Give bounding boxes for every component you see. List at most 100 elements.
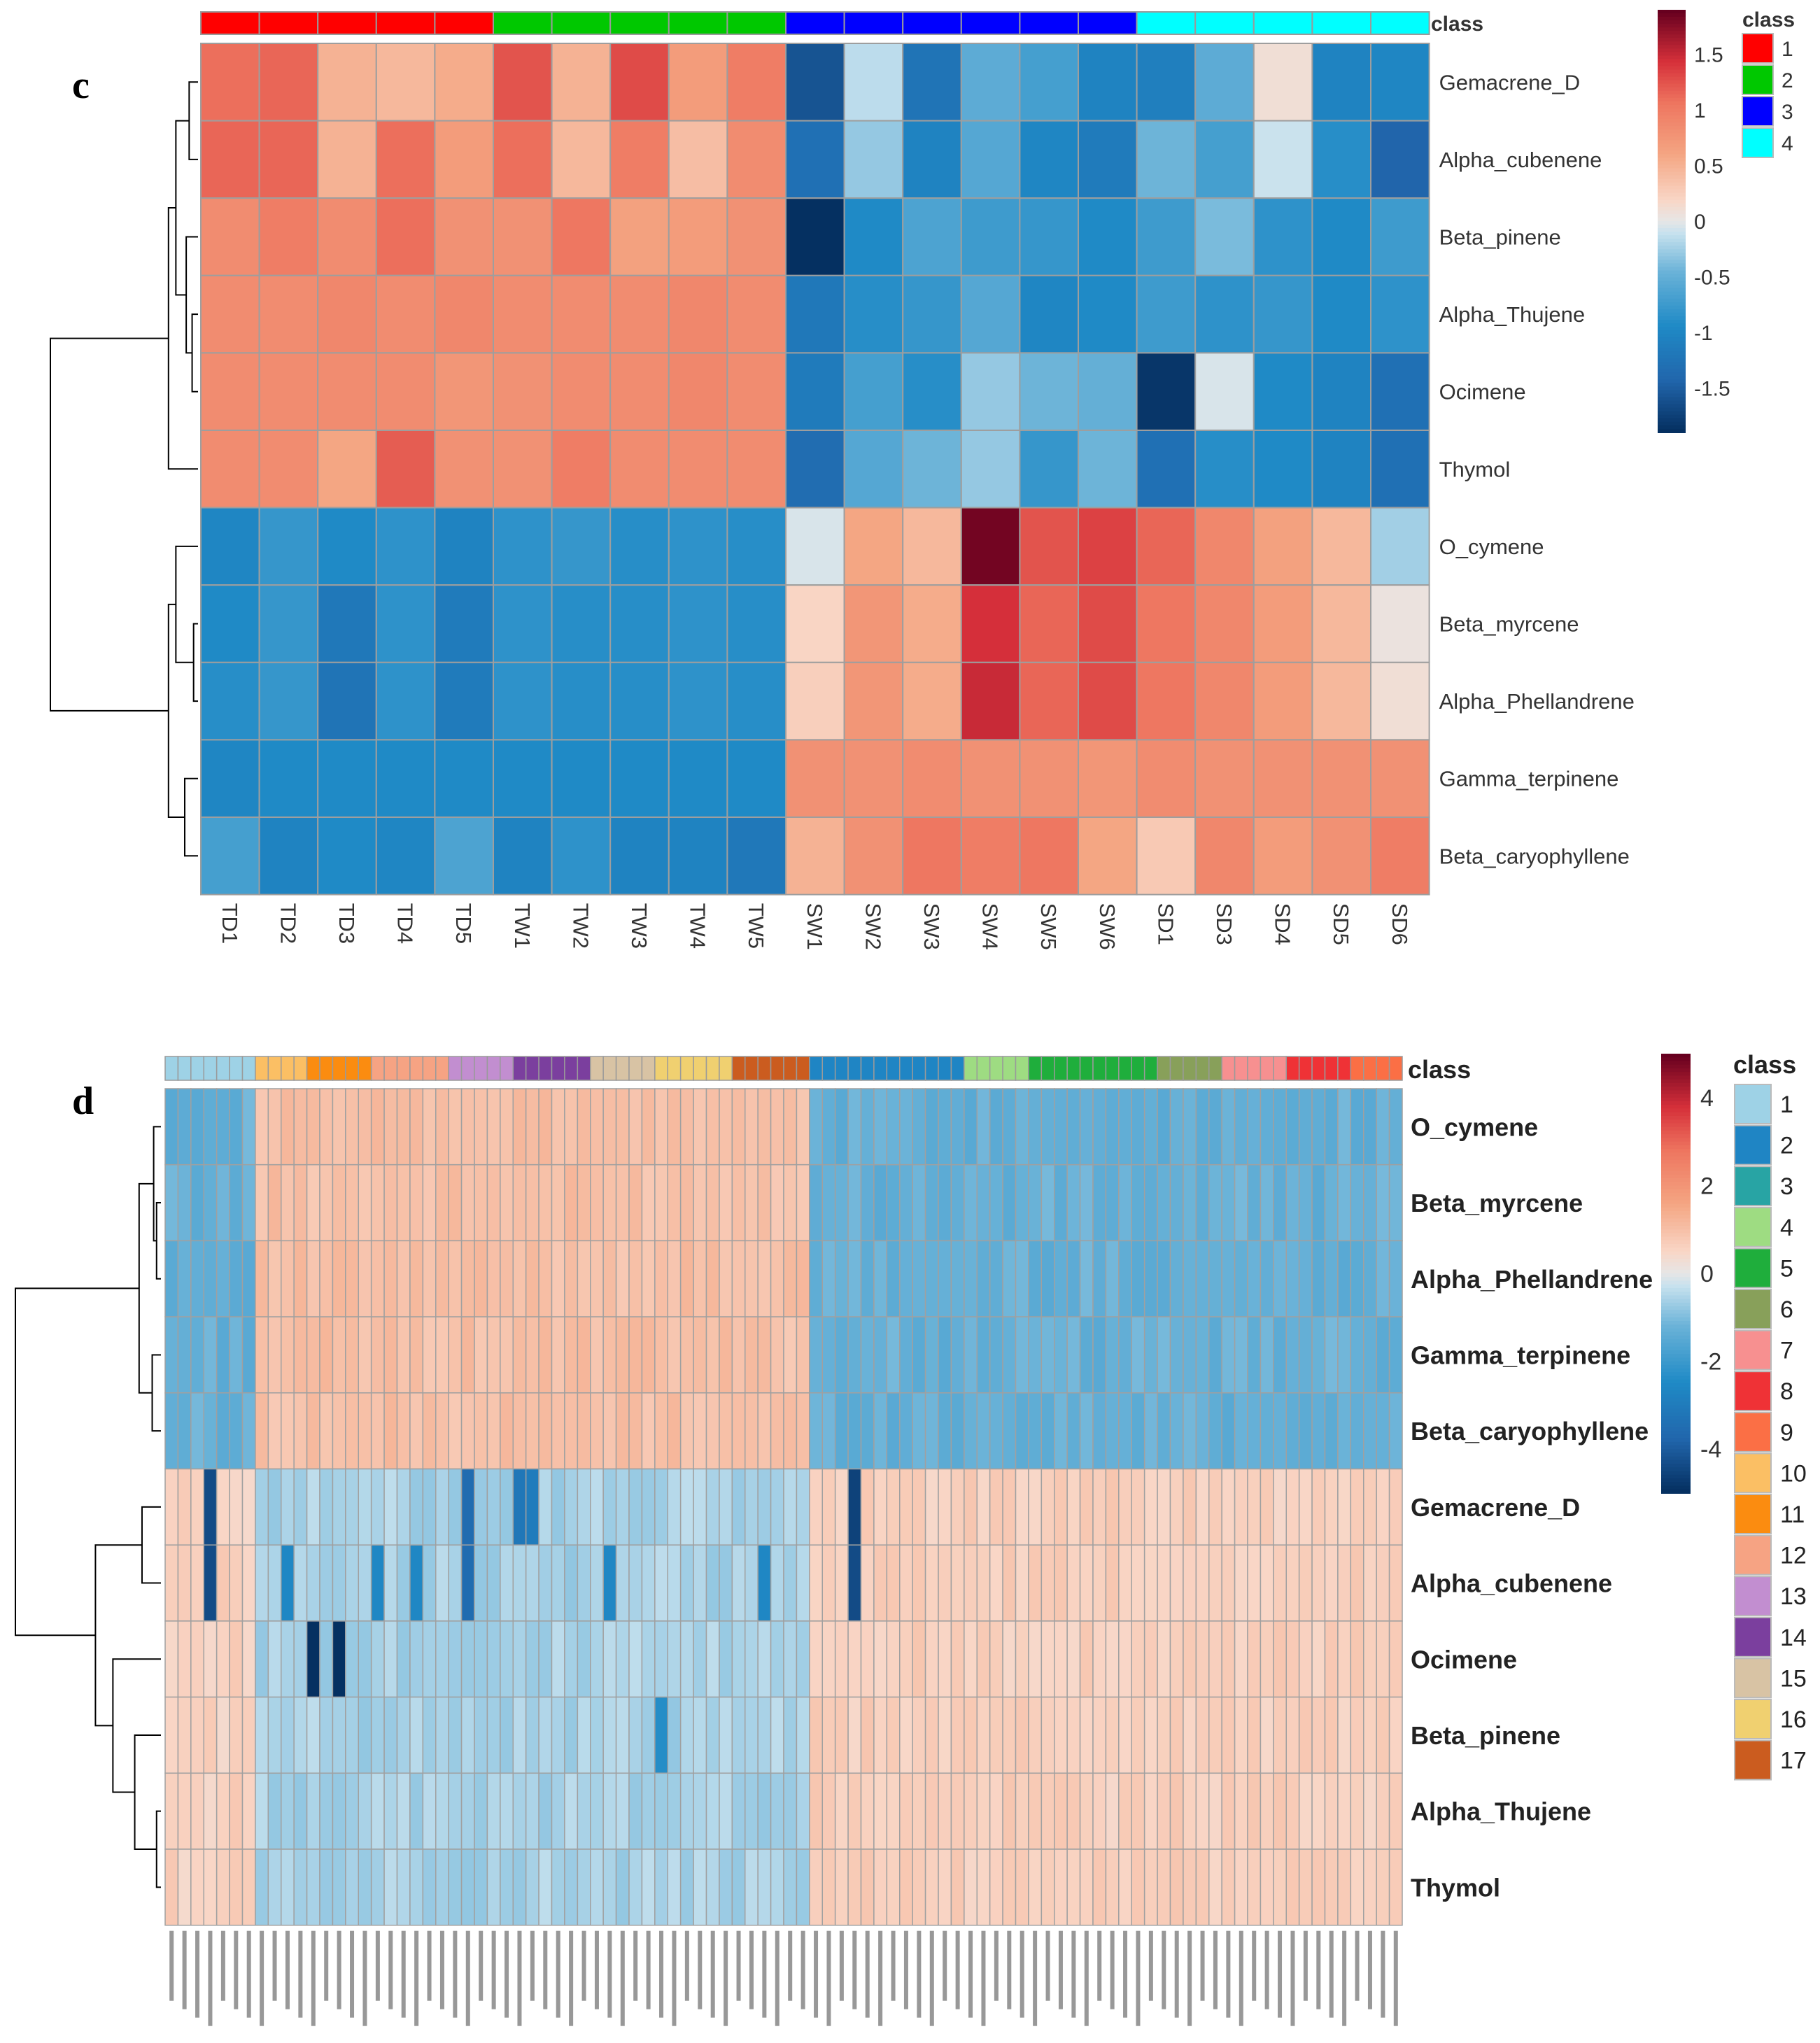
heatmap-cell xyxy=(1157,1848,1171,1926)
heatmap-cell xyxy=(1194,197,1255,276)
heatmap-cell xyxy=(1208,1316,1222,1394)
heatmap-cell xyxy=(551,1240,565,1317)
heatmap-cell xyxy=(281,1316,295,1394)
colorbar-segment xyxy=(1661,1126,1691,1131)
heatmap-cell xyxy=(435,1088,449,1166)
heatmap-cell xyxy=(679,1468,694,1546)
colorbar-segment xyxy=(1661,1152,1691,1157)
class-bar-cell xyxy=(609,11,670,35)
colorbar-segment xyxy=(1661,1313,1691,1318)
colorbar-tick-label: 4 xyxy=(1700,1085,1714,1112)
heatmap-cell xyxy=(241,1468,256,1546)
heatmap-cell xyxy=(317,817,377,896)
heatmap-cell xyxy=(1285,1088,1300,1166)
heatmap-cell xyxy=(667,1240,682,1317)
heatmap-cell xyxy=(1253,584,1313,663)
heatmap-cell xyxy=(1143,1088,1158,1166)
heatmap-cell xyxy=(615,1240,630,1317)
heatmap-cell xyxy=(628,1316,643,1394)
colorbar-segment xyxy=(1661,1064,1691,1069)
row-label: Alpha_Phellandrene xyxy=(1439,689,1635,714)
heatmap-cell xyxy=(770,1696,784,1774)
heatmap-cell xyxy=(960,43,1021,122)
colorbar-segment xyxy=(1658,185,1686,190)
heatmap-cell xyxy=(396,1848,411,1926)
heatmap-cell xyxy=(435,1544,449,1622)
heatmap-cell xyxy=(785,352,845,431)
heatmap-cell xyxy=(1028,1848,1043,1926)
heatmap-cell xyxy=(924,1848,939,1926)
colorbar-segment xyxy=(1661,1299,1691,1303)
heatmap-cell xyxy=(641,1620,656,1698)
colorbar-segment xyxy=(1658,421,1686,426)
heatmap-cell xyxy=(843,817,904,896)
heatmap-cell xyxy=(375,507,436,586)
colorbar-segment xyxy=(1661,1229,1691,1234)
heatmap-cell xyxy=(1078,274,1138,354)
column-label-mark xyxy=(1174,1930,1179,2018)
heatmap-cell xyxy=(190,1164,205,1242)
column-label: TD1 xyxy=(218,903,242,945)
column-label: TW4 xyxy=(686,903,710,949)
heatmap-cell xyxy=(422,1392,437,1470)
heatmap-cell xyxy=(609,43,670,122)
colorbar-segment xyxy=(1658,386,1686,391)
heatmap-cell xyxy=(902,661,962,741)
heatmap-cell xyxy=(486,1620,501,1698)
heatmap-cell xyxy=(203,1240,218,1317)
legend-label: 11 xyxy=(1780,1501,1805,1528)
heatmap-cell xyxy=(1079,1848,1094,1926)
colorbar-segment xyxy=(1661,1431,1691,1436)
heatmap-cell xyxy=(493,197,553,276)
heatmap-cell xyxy=(1105,1316,1120,1394)
class-bar-cell xyxy=(1066,1056,1081,1081)
heatmap-cell xyxy=(1131,1696,1145,1774)
heatmap-cell xyxy=(1105,1544,1120,1622)
column-label-mark xyxy=(491,1930,496,2009)
heatmap-cell xyxy=(1015,1848,1029,1926)
heatmap-cell xyxy=(1388,1240,1403,1317)
heatmap-cell xyxy=(422,1620,437,1698)
column-label: TD2 xyxy=(276,903,300,945)
heatmap-cell xyxy=(525,1468,539,1546)
heatmap-cell xyxy=(493,507,553,586)
class-bar-cell xyxy=(460,1056,475,1081)
colorbar-segment xyxy=(1658,362,1686,367)
class-bar-cell xyxy=(396,1056,411,1081)
heatmap-cell xyxy=(551,1848,565,1926)
heatmap-cell xyxy=(358,1696,372,1774)
heatmap-cell xyxy=(1311,1696,1326,1774)
colorbar-segment xyxy=(1661,1387,1691,1392)
heatmap-cell xyxy=(525,1316,539,1394)
heatmap-cell xyxy=(1247,1240,1262,1317)
heatmap-cell xyxy=(1157,1316,1171,1394)
heatmap-cell xyxy=(1324,1468,1339,1546)
legend-label: 14 xyxy=(1780,1625,1807,1651)
heatmap-cell xyxy=(902,197,962,276)
column-label-mark xyxy=(324,1930,329,2001)
heatmap-cell xyxy=(976,1772,991,1850)
heatmap-cell xyxy=(422,1696,437,1774)
heatmap-cell xyxy=(1370,739,1430,819)
heatmap-cell xyxy=(1194,739,1255,819)
heatmap-cell xyxy=(1363,1696,1377,1774)
heatmap-cell xyxy=(317,274,377,354)
colorbar-segment xyxy=(1661,1383,1691,1388)
heatmap-cell xyxy=(641,1164,656,1242)
heatmap-cell xyxy=(1273,1240,1288,1317)
heatmap-cell xyxy=(1194,352,1255,431)
heatmap-cell xyxy=(203,1392,218,1470)
column-label-mark xyxy=(1200,1930,1205,2001)
heatmap-cell xyxy=(1118,1316,1133,1394)
heatmap-cell xyxy=(705,1544,720,1622)
heatmap-cell xyxy=(538,1392,553,1470)
legend-label: 2 xyxy=(1782,69,1793,92)
column-label-mark xyxy=(182,1930,187,2009)
heatmap-cell xyxy=(745,1848,759,1926)
class-bar-cell xyxy=(551,1056,565,1081)
heatmap-cell xyxy=(396,1696,411,1774)
heatmap-cell xyxy=(873,1316,888,1394)
heatmap-cell xyxy=(1054,1696,1068,1774)
heatmap-cell xyxy=(1285,1848,1300,1926)
heatmap-cell xyxy=(1157,1468,1171,1546)
